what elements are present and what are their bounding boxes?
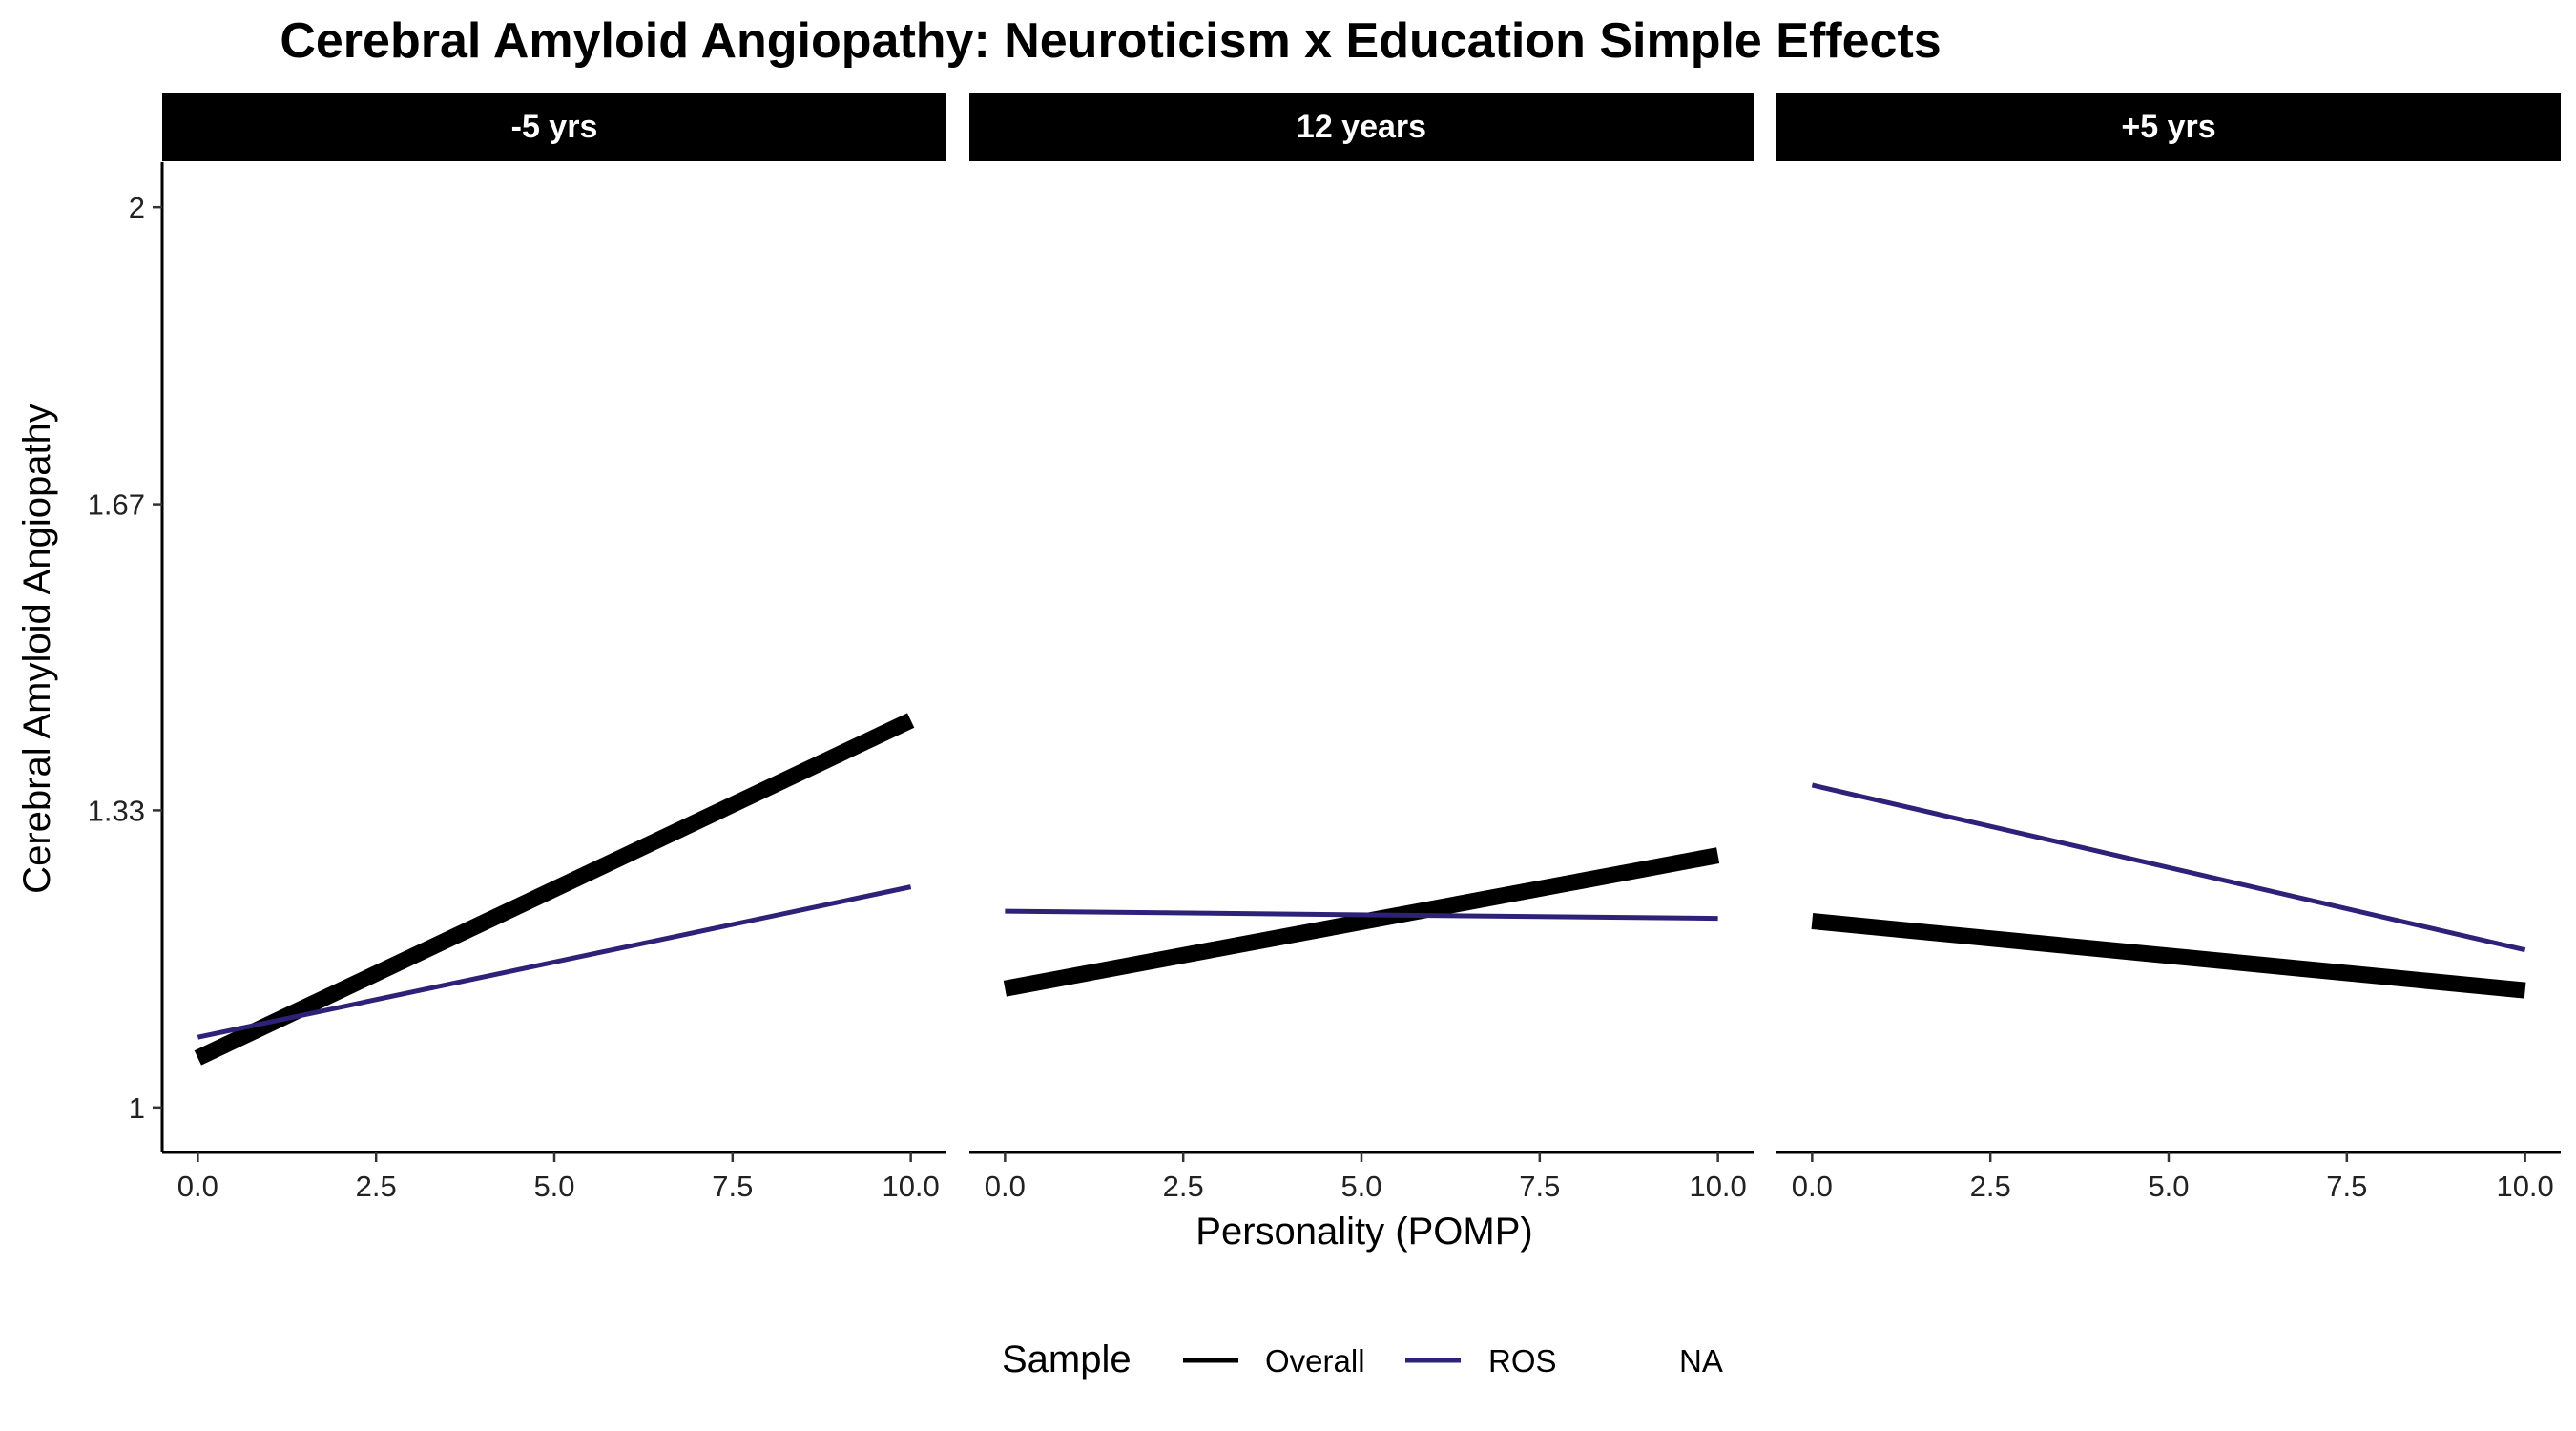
series-line-overall xyxy=(194,713,915,1066)
x-tick-label: 7.5 xyxy=(712,1170,753,1203)
panel-2: 12 years 0.0 2.5 5.0 7.5 10.0 xyxy=(969,93,1754,1203)
y-tick-label: 1 xyxy=(129,1091,145,1125)
x-tick-label: 2.5 xyxy=(1163,1170,1204,1203)
series-line-ros xyxy=(1005,908,1718,922)
panels: -5 yrs 0.0 2.5 5.0 7.5 10.0 1 1.33 1.67 2 12 years… xyxy=(88,93,2561,1203)
x-tick-label: 10.0 xyxy=(1689,1170,1746,1203)
facet-strip-label: -5 yrs xyxy=(511,109,598,145)
y-tick-label: 2 xyxy=(129,191,145,224)
legend-label-na: NA xyxy=(1679,1343,1723,1379)
facet-strip-label: +5 yrs xyxy=(2121,109,2215,145)
x-tick-label: 5.0 xyxy=(2148,1170,2189,1203)
x-tick-label: 5.0 xyxy=(1340,1170,1381,1203)
facet-strip-label: 12 years xyxy=(1297,109,1426,145)
facet-strip xyxy=(1776,93,2561,161)
series-line-ros xyxy=(197,884,912,1040)
series-line-overall xyxy=(1003,847,1720,997)
facet-strip xyxy=(969,93,1754,161)
facet-strip xyxy=(162,93,946,161)
x-tick-label: 5.0 xyxy=(533,1170,574,1203)
legend-label-overall: Overall xyxy=(1265,1343,1365,1379)
y-tick-label: 1.33 xyxy=(88,794,145,827)
legend: Sample Overall ROS NA xyxy=(1002,1338,1723,1380)
series-line-overall xyxy=(1811,913,2526,999)
x-tick-label: 2.5 xyxy=(1970,1170,2011,1203)
legend-title: Sample xyxy=(1002,1338,1132,1380)
x-tick-label: 10.0 xyxy=(882,1170,939,1203)
x-axis-title: Personality (POMP) xyxy=(1195,1211,1532,1253)
x-tick-label: 0.0 xyxy=(1792,1170,1833,1203)
panel-1: -5 yrs 0.0 2.5 5.0 7.5 10.0 1 1.33 1.67 2 xyxy=(88,93,946,1203)
x-tick-label: 7.5 xyxy=(1519,1170,1560,1203)
x-tick-label: 10.0 xyxy=(2496,1170,2553,1203)
x-tick-label: 0.0 xyxy=(985,1170,1026,1203)
y-tick-label: 1.67 xyxy=(88,488,145,522)
panel-3: +5 yrs 0.0 2.5 5.0 7.5 10.0 xyxy=(1776,93,2561,1203)
y-axis-title: Cerebral Amyloid Angiopathy xyxy=(16,404,58,894)
x-tick-label: 7.5 xyxy=(2326,1170,2367,1203)
x-tick-label: 0.0 xyxy=(177,1170,218,1203)
chart-title: Cerebral Amyloid Angiopathy: Neuroticism… xyxy=(280,13,1941,69)
legend-label-ros: ROS xyxy=(1488,1343,1557,1379)
series-line-ros xyxy=(1811,782,2526,953)
x-tick-label: 2.5 xyxy=(356,1170,397,1203)
